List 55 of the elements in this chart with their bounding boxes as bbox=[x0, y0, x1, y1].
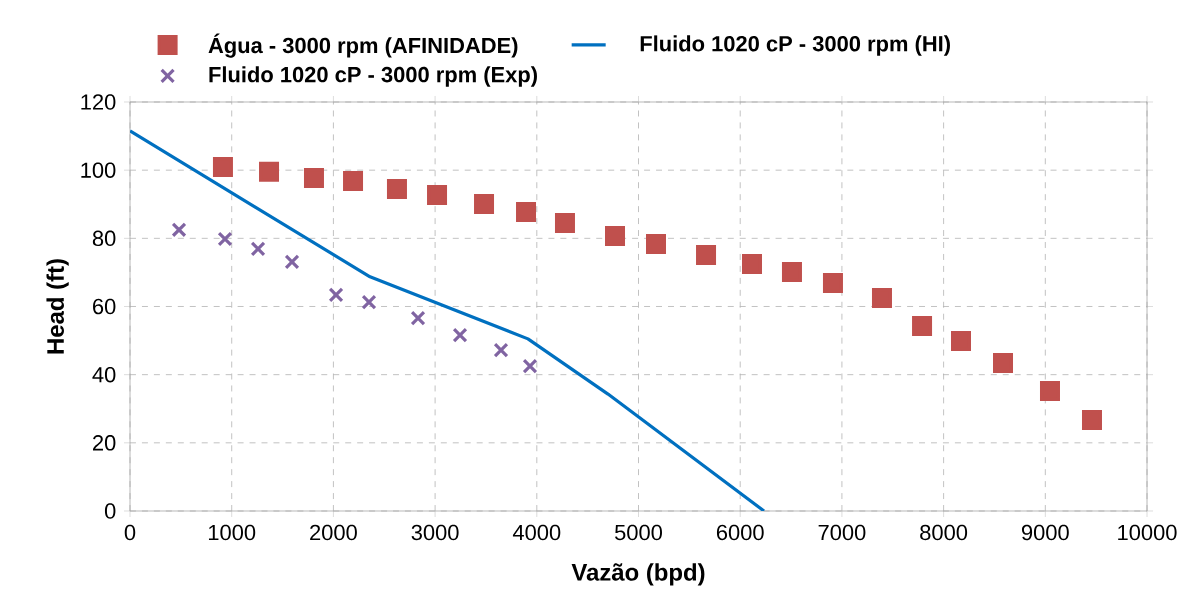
y-tick-label: 20 bbox=[93, 435, 116, 451]
x-tick-label: 6000 bbox=[716, 524, 764, 541]
x-tick-label: 8000 bbox=[920, 524, 968, 541]
legend-label: Água - 3000 rpm (AFINIDADE) bbox=[208, 33, 518, 58]
y-tick-label: 60 bbox=[93, 298, 116, 315]
x-tick-label: 7000 bbox=[818, 524, 866, 541]
point bbox=[171, 222, 187, 238]
point bbox=[361, 294, 377, 310]
point bbox=[781, 262, 802, 283]
y-tick-label: 100 bbox=[81, 162, 116, 178]
x-tick-label: 5000 bbox=[615, 524, 662, 541]
y-axis-title: Head (ft) bbox=[46, 259, 69, 354]
point bbox=[522, 358, 538, 374]
point bbox=[259, 161, 280, 182]
point bbox=[605, 225, 626, 246]
point bbox=[284, 254, 300, 270]
x-tick-label: 10000 bbox=[1118, 524, 1177, 541]
point bbox=[554, 212, 575, 233]
point bbox=[343, 171, 364, 192]
point bbox=[410, 310, 426, 326]
x-tick-label: 4000 bbox=[512, 524, 561, 541]
legend-label: Fluido 1020 cP - 3000 rpm (Exp) bbox=[209, 66, 537, 87]
point bbox=[493, 342, 509, 358]
point bbox=[427, 185, 448, 206]
x-tick-label: 2000 bbox=[310, 524, 357, 541]
point bbox=[474, 193, 495, 214]
point bbox=[303, 168, 324, 188]
y-tick-label: 120 bbox=[81, 94, 116, 110]
point bbox=[696, 245, 717, 266]
point bbox=[993, 353, 1014, 374]
point bbox=[386, 178, 407, 199]
point bbox=[1039, 381, 1060, 402]
point bbox=[212, 157, 233, 178]
x-tick-label: 9000 bbox=[1021, 524, 1069, 541]
point bbox=[822, 272, 843, 293]
point bbox=[452, 327, 468, 343]
point bbox=[742, 253, 763, 274]
line-series bbox=[130, 129, 766, 511]
point bbox=[250, 241, 266, 257]
x-tick-label: 1000 bbox=[208, 524, 256, 541]
point bbox=[871, 287, 892, 308]
point bbox=[217, 231, 233, 247]
point bbox=[951, 330, 971, 351]
x-tick-label: 3000 bbox=[411, 524, 459, 541]
y-tick-label: 0 bbox=[104, 503, 116, 519]
legend-label: Fluido 1020 cP - 3000 rpm (HI) bbox=[640, 35, 950, 56]
y-tick-label: 40 bbox=[92, 366, 116, 383]
x-axis-title: Vazão (bpd) bbox=[571, 563, 705, 586]
point bbox=[1081, 409, 1102, 430]
y-tick-label: 80 bbox=[92, 230, 116, 247]
point bbox=[912, 315, 933, 336]
point bbox=[328, 287, 344, 303]
x-tick-label: 0 bbox=[124, 524, 136, 541]
point bbox=[516, 202, 537, 223]
point bbox=[646, 234, 666, 255]
